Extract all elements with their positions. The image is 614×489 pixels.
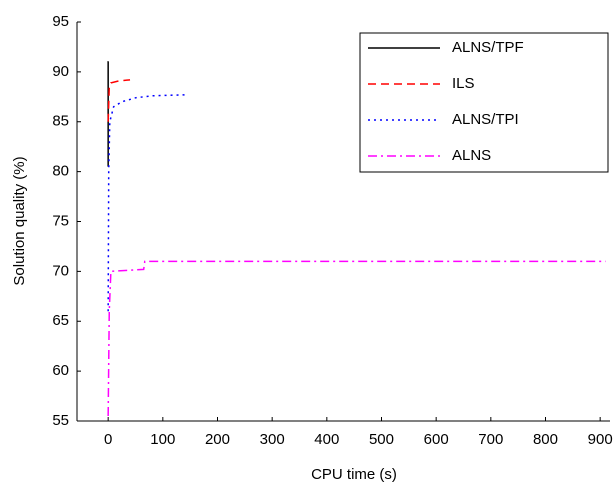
x-tick-label: 0: [104, 431, 112, 448]
legend-label: ILS: [452, 75, 475, 92]
y-tick-label: 70: [52, 262, 69, 279]
x-axis-label: CPU time (s): [311, 466, 397, 483]
y-tick-label: 75: [52, 212, 69, 229]
y-tick-label: 80: [52, 163, 69, 180]
x-tick-label: 300: [260, 431, 285, 448]
series-line: [107, 94, 185, 312]
legend-label: ALNS/TPF: [452, 39, 524, 56]
x-tick-label: 700: [478, 431, 503, 448]
y-tick-label: 60: [52, 362, 69, 379]
x-tick-label: 500: [369, 431, 394, 448]
series-line: [107, 61, 109, 167]
y-tick-label: 95: [52, 13, 69, 30]
series-line: [107, 260, 606, 417]
y-tick-label: 55: [52, 412, 69, 429]
y-axis-label: Solution quality (%): [11, 156, 28, 285]
x-tick-label: 100: [150, 431, 175, 448]
x-tick-label: 900: [588, 431, 613, 448]
series-line: [107, 79, 131, 122]
legend-label: ALNS: [452, 147, 491, 164]
y-tick-label: 65: [52, 312, 69, 329]
x-tick-label: 400: [314, 431, 339, 448]
y-tick-label: 85: [52, 113, 69, 130]
x-tick-label: 200: [205, 431, 230, 448]
legend-box: [359, 32, 609, 173]
x-tick-label: 800: [533, 431, 558, 448]
y-tick-label: 90: [52, 63, 69, 80]
x-tick-label: 600: [424, 431, 449, 448]
legend-label: ALNS/TPI: [452, 111, 519, 128]
